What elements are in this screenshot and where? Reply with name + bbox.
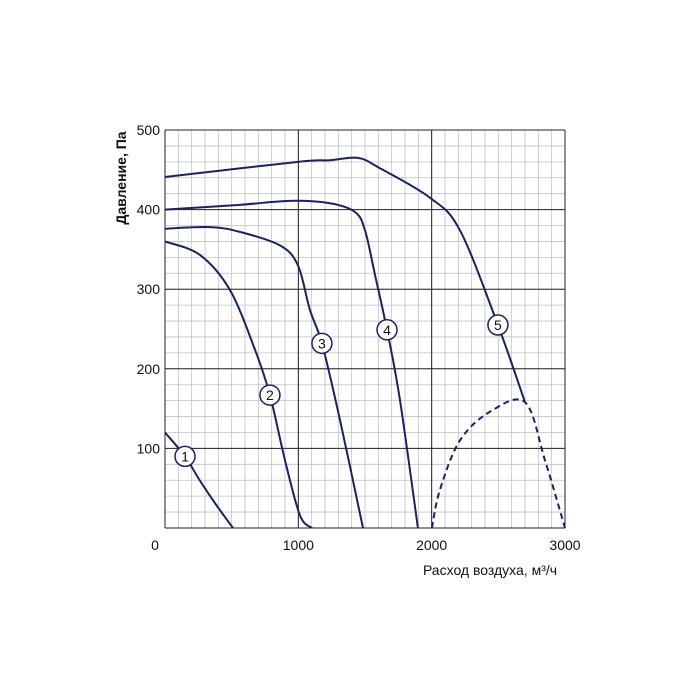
- curve-marker: [487, 314, 509, 336]
- y-tick-label: 400: [137, 202, 161, 218]
- y-tick-label: 300: [137, 281, 161, 297]
- y-tick-label: 500: [137, 122, 161, 138]
- curve: [164, 226, 364, 529]
- y-tick-label: 200: [137, 361, 161, 377]
- curve-label: 3: [318, 335, 326, 351]
- curve-label: 5: [494, 317, 502, 333]
- x-tick-label: 0: [151, 537, 159, 553]
- curve-label: 2: [266, 387, 274, 403]
- curve-marker: [174, 445, 196, 468]
- curve: [164, 199, 419, 529]
- curve: [164, 156, 526, 403]
- curve-label: 4: [383, 322, 391, 338]
- curve: [430, 398, 566, 529]
- x-tick-label: 2000: [416, 537, 447, 553]
- x-tick-label: 1000: [283, 537, 314, 553]
- x-axis-label: Расход воздуха, м³/ч: [423, 562, 557, 578]
- curve-label: 1: [181, 448, 189, 464]
- curve: [164, 240, 313, 529]
- y-axis-label: Давление, Па: [113, 131, 129, 224]
- y-tick-label: 100: [137, 440, 161, 456]
- curve-marker: [259, 384, 281, 406]
- x-tick-label: 3000: [549, 537, 580, 553]
- curve-marker: [376, 319, 398, 341]
- curve-marker: [311, 332, 333, 355]
